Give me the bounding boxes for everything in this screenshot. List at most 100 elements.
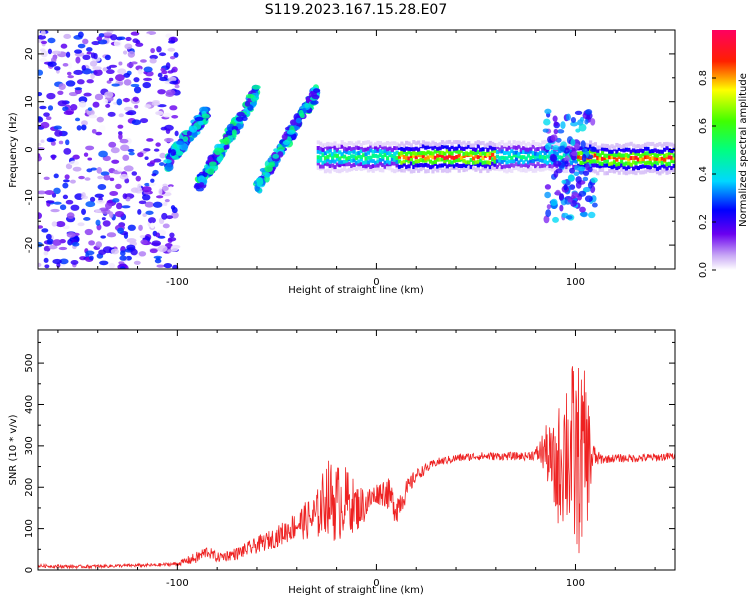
spectrogram-cell [264,172,271,178]
spectrogram-cell [409,161,414,166]
spectrogram-cell [534,164,538,169]
spectrogram-cell [562,169,566,174]
spectrogram-cell [407,141,411,146]
spectrogram-cell [133,260,141,265]
spectrogram-cell [663,164,667,169]
spectrogram-cell [414,166,418,171]
spectrogram-cell [137,152,144,158]
spectrogram-cell [617,170,621,175]
spectrogram-cell [176,140,185,145]
spectrogram-cell [89,60,98,67]
spectrogram-cell [282,140,290,146]
spectrogram-cell [88,240,96,246]
spectrogram-cell [517,140,521,145]
spectrogram-cell [514,162,519,167]
spectrogram-cell [58,83,66,91]
spectrogram-cell [376,166,380,171]
spectrogram-cell [582,148,588,153]
spectrogram-cell [579,156,583,161]
spectrogram-cell [366,168,371,173]
spectrogram-cell [397,164,402,169]
spectrogram-cell [522,140,526,145]
spectrogram-cell [323,169,328,174]
spectrogram-cell [345,158,349,163]
snr-frame [37,329,676,571]
spectrogram-cell [125,111,134,116]
spectrogram-cell [65,163,73,170]
spectrogram-cell [43,176,50,181]
spectrogram-cell [522,146,526,151]
spectrogram-cell [154,110,164,116]
spectrogram-cell [123,73,131,78]
spectrogram-cell [622,165,626,170]
spectrogram-cell [417,159,421,164]
spectrogram-cell [457,144,461,149]
spectrogram-cell [514,141,519,146]
spectrogram-cell [524,168,528,173]
spectrogram-cell [610,144,614,149]
spectrogram-cell [660,149,664,154]
spectrogram-cell [481,166,485,171]
spectrogram-cell [488,167,492,172]
spectrogram-cell [106,66,112,70]
spectrogram-cell [498,156,502,161]
spectrogram-cell [667,155,672,160]
spectrogram-cell [585,109,593,115]
spectrogram-cell [76,125,82,131]
spectrogram-cell [62,62,69,67]
spectrogram-cell [648,160,652,165]
spectrogram-cell [596,159,600,164]
spectrogram-cell [412,140,416,145]
spectrogram-cell [321,147,325,152]
spectrogram-cell [331,142,335,147]
spectrogram-cell [634,165,638,170]
spectrogram-cell [331,152,335,157]
colorbar-label: Normalized spectral amplitude [738,73,749,227]
spectrogram-cell [123,165,134,172]
spectrogram-cell [648,156,652,161]
spectrogram-cell [112,198,120,203]
spectrogram-cell [672,168,675,173]
spectrogram-cell [590,118,596,126]
spectrogram-cell [201,113,210,119]
spectrogram-cell [119,255,127,261]
spectrogram-cell [335,153,339,158]
spectrogram-cell [646,141,650,146]
spectrogram-cell [543,155,547,160]
spectrogram-cell [81,192,86,198]
spectrogram-cell [507,159,511,164]
spectrogram-cell [393,161,397,166]
spectrogram-cell [589,140,593,145]
spectrogram-cell [488,165,492,170]
spectrogram-cell [264,165,273,173]
spectrogram-cell [620,167,624,172]
spectrogram-cell [536,152,540,157]
spectrogram-cell [168,76,177,82]
spectrogram-cell [122,98,131,103]
spectrogram-cell [108,77,114,82]
spectrogram-cell [376,163,380,168]
spectrogram-cell [357,146,361,151]
spectrogram-cell [43,257,49,263]
spectrogram-cell [328,148,332,153]
spectrogram-cell [99,260,109,266]
spectrogram-cell [107,200,114,204]
spectrogram-cell [561,179,567,184]
spectrogram-cell [407,159,411,164]
spectrogram-cell [512,166,516,171]
spectrogram-cell [550,134,558,142]
spectrogram-cell [168,40,176,44]
spectrogram-cell [159,76,168,82]
spectrogram-cell [507,168,511,173]
spectrogram-cell [426,169,430,174]
spectrogram-cell [658,142,662,147]
spectrogram-cell [106,80,112,84]
spectrogram-cell [115,74,125,82]
spectrogram-cell [359,155,363,160]
spectrogram-cell [512,159,516,164]
spectrogram-cell [646,155,650,160]
spectrogram-cell [457,158,461,163]
spectrogram-cell [167,70,174,74]
spectrogram-cell [615,166,619,171]
spectrogram-cell [105,103,111,108]
